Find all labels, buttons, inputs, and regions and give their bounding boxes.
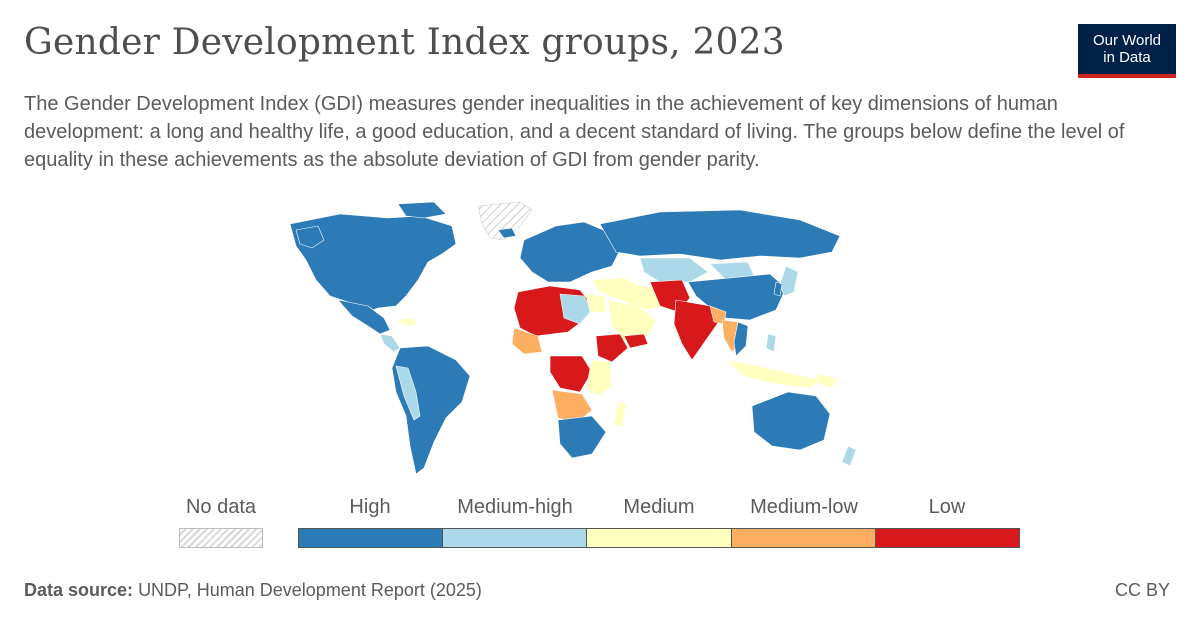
legend-label-medium-high: Medium-high	[457, 496, 573, 518]
data-source: Data source: UNDP, Human Development Rep…	[24, 580, 482, 601]
chart-subtitle: The Gender Development Index (GDI) measu…	[24, 93, 1125, 171]
region-caribbean[interactable]	[395, 317, 419, 327]
region-yemen[interactable]	[623, 333, 649, 349]
region-egypt[interactable]	[585, 293, 607, 313]
region-arctic-islands[interactable]	[397, 201, 447, 219]
legend-swatch-high[interactable]	[299, 529, 444, 547]
legend-swatch-medium-low[interactable]	[731, 529, 876, 547]
data-source-text: UNDP, Human Development Report (2025)	[138, 580, 482, 600]
region-russia[interactable]	[599, 209, 841, 261]
license-link[interactable]: CC BY	[1114, 580, 1170, 600]
region-south-america[interactable]	[391, 345, 471, 475]
region-west-africa[interactable]	[511, 327, 543, 355]
legend-swatch-no-data[interactable]	[179, 528, 263, 548]
region-mexico[interactable]	[337, 299, 391, 335]
region-japan[interactable]	[779, 265, 799, 297]
region-libya-sudan[interactable]	[559, 293, 593, 325]
legend-label-no-data: No data	[185, 496, 257, 518]
region-australia[interactable]	[751, 391, 831, 451]
region-korea[interactable]	[773, 281, 783, 297]
region-philippines[interactable]	[765, 333, 777, 353]
region-andes[interactable]	[395, 365, 421, 421]
legend-swatch-medium-high[interactable]	[443, 529, 588, 547]
region-arabia[interactable]	[607, 299, 657, 343]
region-alaska[interactable]	[295, 225, 325, 249]
legend-color-bins	[298, 528, 1020, 548]
legend-label-medium-low: Medium-low	[750, 496, 858, 518]
logo-line-1: Our World	[1092, 32, 1162, 49]
region-ethiopia-horn[interactable]	[595, 333, 629, 363]
region-central-africa[interactable]	[549, 355, 593, 393]
region-new-zealand[interactable]	[841, 445, 857, 467]
world-map[interactable]	[220, 196, 880, 486]
region-indonesia[interactable]	[725, 359, 821, 389]
region-thailand-vietnam[interactable]	[733, 321, 749, 357]
region-kazakhstan[interactable]	[639, 257, 709, 283]
region-southern-africa[interactable]	[557, 415, 607, 459]
legend-swatch-low[interactable]	[875, 529, 1020, 547]
region-central-america[interactable]	[379, 333, 401, 353]
region-madagascar[interactable]	[613, 401, 627, 429]
legend: No data High Medium-high Medium Medium-l…	[0, 490, 1200, 552]
region-papua[interactable]	[815, 373, 839, 389]
data-source-label: Data source:	[24, 580, 134, 600]
region-iceland[interactable]	[497, 227, 517, 239]
legend-label-medium: Medium	[623, 496, 695, 518]
chart-title: Gender Development Index groups, 2023	[24, 22, 785, 63]
region-angola-zambia[interactable]	[551, 389, 593, 423]
legend-label-high: High	[349, 496, 391, 518]
logo-line-2: in Data	[1103, 49, 1151, 66]
legend-label-low: Low	[928, 496, 966, 518]
owid-logo[interactable]: Our World in Data	[1078, 24, 1176, 78]
legend-swatch-medium[interactable]	[587, 529, 732, 547]
region-europe[interactable]	[519, 221, 621, 283]
region-east-africa[interactable]	[585, 359, 613, 397]
